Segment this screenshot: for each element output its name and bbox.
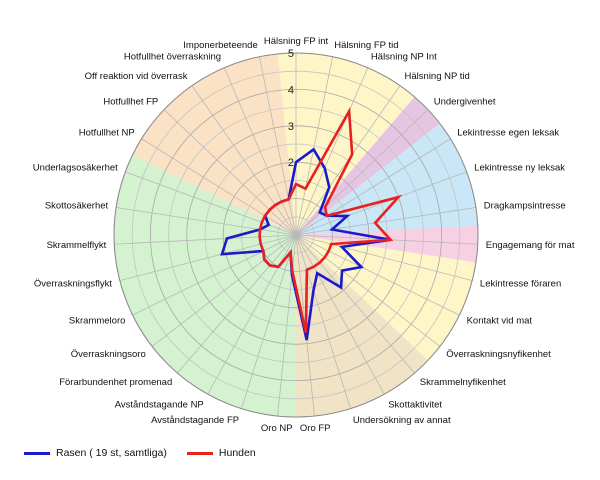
spoke <box>295 109 429 236</box>
category-label: Kontakt vid mat <box>467 315 533 326</box>
spoke <box>151 234 297 347</box>
spoke <box>119 234 297 282</box>
spoke <box>295 67 369 236</box>
spoke <box>132 234 297 316</box>
category-label: Off reaktion vid överrask <box>85 71 188 82</box>
category-sector-7 <box>132 53 296 236</box>
spoke <box>295 234 460 316</box>
category-sector-6 <box>114 154 296 417</box>
spoke <box>258 56 297 236</box>
category-label: Hälsning NP tid <box>405 71 470 82</box>
legend-label: Rasen ( 19 st, samtliga) <box>56 447 167 459</box>
category-label: Hotfullhet NP <box>79 127 135 138</box>
category-label: Engagemang för mat <box>486 240 575 251</box>
category-label: Hotfullhet överraskning <box>124 52 221 63</box>
spoke <box>295 234 351 409</box>
category-label: Oro FP <box>300 423 331 434</box>
legend-swatch <box>24 451 50 455</box>
category-label: Undergivenhet <box>434 96 496 107</box>
spoke <box>295 234 441 347</box>
category-label: Imponerbeteende <box>183 40 257 51</box>
legend: Rasen ( 19 st, samtliga) Hunden <box>24 444 276 462</box>
legend-label: Hunden <box>218 447 256 459</box>
legend-item-0: Rasen ( 19 st, samtliga) <box>24 447 167 459</box>
spoke <box>295 138 451 236</box>
category-label: Underlagsosäkerhet <box>33 163 118 174</box>
category-label: Hotfullhet FP <box>103 96 158 107</box>
r-tick-label: 5 <box>288 48 294 60</box>
category-label: Förarbundenhet promenad <box>59 377 172 388</box>
series-line-1 <box>258 106 403 334</box>
spoke <box>295 234 473 282</box>
category-label: Överraskningsoro <box>71 349 146 360</box>
category-label: Oro NP <box>261 423 293 434</box>
category-sector-2 <box>296 123 478 235</box>
spoke <box>295 234 415 374</box>
category-label: Skrammelnyfikenhet <box>420 377 506 388</box>
category-label: Skrammelflykt <box>47 240 107 251</box>
r-tick-label: 4 <box>288 84 294 96</box>
category-label: Skrammeloro <box>69 315 126 326</box>
spoke <box>177 234 297 374</box>
legend-item-1: Hunden <box>186 447 256 459</box>
category-label: Avståndstagande FP <box>151 415 239 426</box>
category-label: Avståndstagande NP <box>115 400 204 411</box>
legend-swatch <box>186 451 213 455</box>
category-label: Överraskningsflykt <box>34 279 112 290</box>
category-label: Lekintresse föraren <box>480 279 561 290</box>
category-label: Överraskningsnyfikenhet <box>446 349 551 360</box>
category-label: Lekintresse egen leksak <box>457 127 559 138</box>
spoke <box>295 234 385 395</box>
spoke <box>223 67 297 236</box>
plot-border <box>113 52 479 418</box>
category-label: Lekintresse ny leksak <box>474 163 565 174</box>
r-tick-label: 3 <box>288 121 294 133</box>
category-sector-3 <box>296 225 479 263</box>
spoke <box>163 109 297 236</box>
category-label: Hälsning NP Int <box>371 52 437 63</box>
spoke <box>295 207 476 236</box>
spoke <box>295 56 334 236</box>
spoke <box>114 234 297 245</box>
category-label: Hälsning FP int <box>264 36 329 47</box>
spoke <box>116 207 297 236</box>
category-label: Undersökning av annat <box>353 415 451 426</box>
category-label: Hälsning FP tid <box>334 40 398 51</box>
category-sector-0 <box>277 52 415 236</box>
spoke <box>295 171 467 236</box>
spoke <box>141 138 297 236</box>
category-label: Skottaktivitet <box>388 400 442 411</box>
category-label: Dragkampsintresse <box>484 201 566 212</box>
spoke <box>241 234 297 409</box>
r-tick-label: 2 <box>288 157 294 169</box>
spoke <box>191 85 297 236</box>
category-label: Skottosäkerhet <box>45 201 109 212</box>
